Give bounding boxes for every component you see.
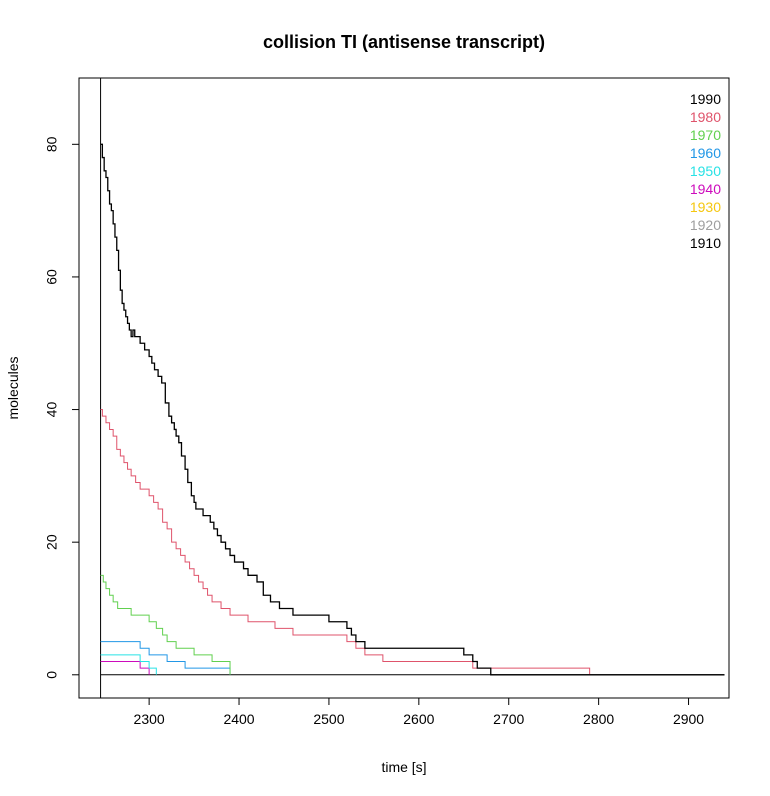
- y-tick-label: 0: [44, 671, 60, 679]
- series-line-1: [100, 409, 591, 675]
- y-axis: 0 20 40 60 80: [44, 136, 80, 679]
- x-tick-label: 2400: [223, 711, 254, 727]
- legend-label-1970: 1970: [690, 127, 721, 143]
- y-axis-title: molecules: [5, 356, 21, 419]
- series-line-5: [100, 661, 150, 675]
- y-tick-label: 60: [44, 269, 60, 285]
- x-axis-title: time [s]: [381, 759, 426, 775]
- legend-label-1980: 1980: [690, 109, 721, 125]
- y-tick-label: 20: [44, 534, 60, 550]
- legend-label-1930: 1930: [690, 199, 721, 215]
- legend-label-1960: 1960: [690, 145, 721, 161]
- chart-title: collision TI (antisense transcript): [263, 32, 545, 52]
- legend-label-1910: 1910: [690, 235, 721, 251]
- legend-label-1940: 1940: [690, 181, 721, 197]
- x-tick-label: 2800: [583, 711, 614, 727]
- series-line-4: [100, 654, 157, 675]
- x-tick-label: 2900: [673, 711, 704, 727]
- y-tick-label: 80: [44, 136, 60, 152]
- legend-label-1950: 1950: [690, 163, 721, 179]
- legend-label-1990: 1990: [690, 91, 721, 107]
- legend: 1990 1980 1970 1960 1950 1940 1930 1920 1910: [690, 91, 721, 251]
- plot-area: [100, 78, 725, 698]
- series-line-0: [100, 143, 725, 676]
- x-axis: 2300 2400 2500 2600 2700 2800 2900: [134, 697, 704, 727]
- x-tick-label: 2600: [403, 711, 434, 727]
- series-line-2: [100, 574, 231, 675]
- x-tick-label: 2700: [493, 711, 524, 727]
- y-tick-label: 40: [44, 402, 60, 418]
- legend-label-1920: 1920: [690, 217, 721, 233]
- plot-frame: [78, 77, 730, 699]
- x-tick-label: 2300: [134, 711, 165, 727]
- x-tick-label: 2500: [313, 711, 344, 727]
- series-line-3: [100, 641, 231, 675]
